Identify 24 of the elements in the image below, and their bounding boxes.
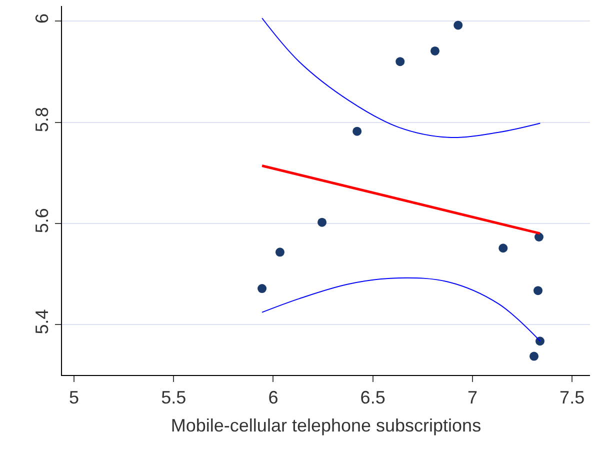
x-tick-label: 6 bbox=[268, 388, 278, 408]
point bbox=[318, 218, 327, 227]
point bbox=[534, 232, 544, 242]
point bbox=[535, 336, 544, 346]
point bbox=[352, 126, 362, 136]
point bbox=[530, 352, 539, 361]
x-tick-label: 7 bbox=[467, 388, 478, 408]
point bbox=[396, 57, 405, 66]
point bbox=[534, 286, 542, 296]
point bbox=[258, 284, 267, 294]
x-tick-label: 6.5 bbox=[360, 388, 386, 408]
x-tick-label: 5.5 bbox=[161, 388, 186, 408]
x-tick-label: 5 bbox=[68, 388, 79, 408]
x-tick-label: 7.5 bbox=[560, 388, 585, 408]
y-tick-label: 5.4 bbox=[32, 309, 52, 334]
x-axis-title: Mobile-cellular telephone subscriptions bbox=[170, 416, 482, 436]
y-tick-label: 5.6 bbox=[32, 208, 52, 234]
point bbox=[430, 46, 440, 56]
y-tick-label: 6 bbox=[32, 13, 52, 24]
point bbox=[275, 248, 284, 257]
point bbox=[498, 244, 508, 253]
line-series bbox=[262, 18, 541, 138]
point bbox=[454, 20, 463, 30]
y-tick-label: 5.8 bbox=[32, 107, 52, 132]
